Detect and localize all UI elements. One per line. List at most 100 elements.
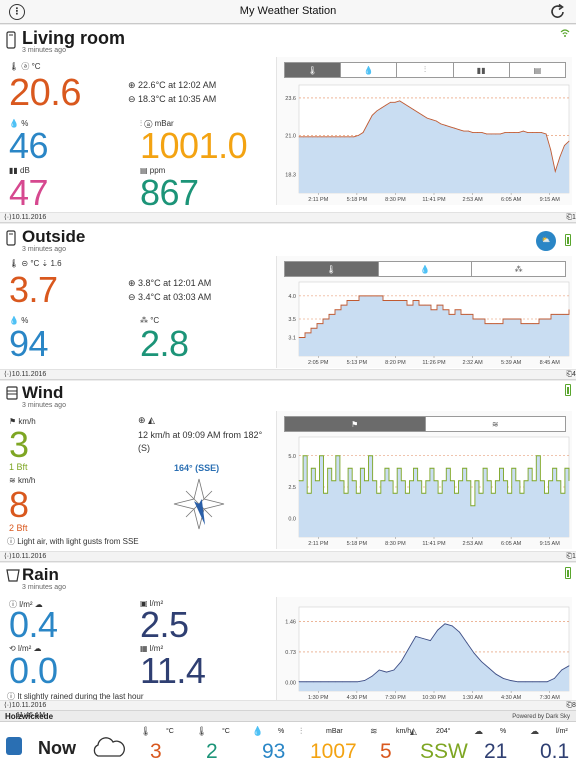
forecast-badge-icon[interactable]: ⛅	[536, 231, 556, 251]
data-point	[532, 681, 533, 683]
y-tick-label: 21.0	[285, 133, 296, 139]
data-point	[527, 467, 529, 469]
x-tick-label: 7:30 PM	[385, 695, 406, 701]
tab-humidity[interactable]: 💧	[379, 262, 473, 276]
x-tick-label: 11:41 PM	[422, 541, 446, 547]
data-point	[326, 136, 327, 138]
data-point	[474, 480, 476, 482]
data-point	[433, 480, 435, 482]
rain-card[interactable]: Rain 3 minutes ago ⓘ l/m² ☁ 0.4 ▣ l/m² 2…	[0, 563, 576, 719]
max-temperature: ⊕ 22.6°C at 12:02 AM	[128, 80, 217, 90]
wind-icon: ≋	[370, 726, 378, 736]
now-item-value: 0.1	[540, 740, 570, 763]
data-point	[362, 132, 364, 133]
data-point	[334, 309, 336, 311]
outside-card[interactable]: Outside 3 minutes ago ⛅ 🌡 ⊝ °C ⇣ 1.6 3.7…	[0, 224, 576, 388]
tab-pressure[interactable]: ⫶	[397, 63, 454, 77]
data-point	[486, 133, 488, 135]
y-tick-label: 1.46	[285, 619, 296, 625]
data-point	[556, 313, 558, 315]
max-gust-icons: ⊕ ◭	[138, 415, 155, 425]
module-title: Living room	[22, 28, 125, 48]
data-point	[442, 309, 444, 311]
data-point	[346, 300, 348, 301]
measurement-timestamp: ⟨·⟩ 10.11.2016 - 11:46 AM	[4, 702, 47, 719]
y-tick-label: 0.73	[285, 650, 296, 656]
data-point	[312, 136, 314, 138]
co2-label: ▤ ppm	[140, 166, 166, 175]
data-point	[561, 669, 563, 671]
data-point	[550, 313, 552, 315]
tab-wind-speed[interactable]: ⚑	[285, 417, 426, 431]
data-point	[425, 480, 427, 482]
data-point	[424, 304, 426, 306]
data-point	[448, 313, 450, 315]
tab-wind-gust[interactable]: ≋	[426, 417, 566, 431]
humidity-label: 💧 %	[9, 316, 29, 325]
data-point	[327, 681, 329, 683]
data-point	[548, 480, 549, 482]
data-point	[499, 467, 500, 469]
gust-beaufort: 2 Bft	[9, 523, 28, 533]
data-point	[358, 295, 360, 297]
living-room-card[interactable]: Living room 3 minutes ago 🌡 ⓐ °C 20.6 ⊕ …	[0, 25, 576, 231]
tab-temperature[interactable]: 🌡	[285, 63, 342, 77]
info-icon: ⓘ	[7, 692, 18, 701]
more-options-icon[interactable]: ⋮	[9, 4, 25, 20]
x-tick-label: 6:05 AM	[501, 541, 522, 547]
y-tick-label: 18.3	[285, 172, 296, 178]
wind-direction: 164° (SSE)	[174, 463, 220, 473]
app-title: My Weather Station	[239, 5, 337, 17]
x-tick-label: 2:53 AM	[462, 541, 483, 547]
data-point	[568, 309, 570, 311]
tab-humidity[interactable]: 💧	[341, 63, 398, 77]
tab-co2[interactable]: ▤	[510, 63, 565, 77]
data-point	[319, 455, 320, 457]
data-point	[394, 300, 396, 301]
data-point	[412, 300, 414, 301]
wind-speed-beaufort: 1 Bft	[9, 462, 28, 472]
series-line	[299, 100, 570, 174]
wind-card[interactable]: Wind 3 minutes ago ⚑ km/h 3 1 Bft ≋ km/h…	[0, 381, 576, 570]
data-point	[527, 132, 529, 133]
last-update: 3 minutes ago	[22, 584, 66, 591]
location-name: Holzwickede	[5, 712, 54, 721]
data-point	[335, 136, 337, 138]
gust-value: 8	[9, 484, 29, 525]
data-point	[481, 661, 482, 662]
series-area	[299, 623, 569, 691]
data-point	[559, 156, 561, 158]
wind-speed-chart: 5.0 2.5 0.0 2:11 PM 5:18 PM 8:30 PM 11:41 PM 2:…	[288, 436, 570, 547]
data-point	[404, 492, 406, 494]
outside-temperature-chart: 4.0 3.5 3.1 2:05 PM 5:13 PM 8:20 PM 11:26 PM 2:…	[288, 281, 570, 366]
data-point	[302, 455, 304, 457]
tab-temperature[interactable]: 🌡	[285, 262, 379, 276]
data-point	[568, 140, 570, 142]
data-point	[437, 629, 439, 631]
powered-by[interactable]: Powered by Dark Sky	[512, 714, 570, 720]
refresh-icon[interactable]	[550, 3, 566, 20]
measurement-timestamp: ⟨·⟩ 10.11.2016 - 11:46 AM	[4, 371, 47, 388]
tab-noise[interactable]: ▮▮	[454, 63, 510, 77]
rain-chart: 1.46 0.73 0.00 1:30 PM 4:30 PM 7:30 PM 10:30 P…	[285, 606, 570, 701]
data-point	[367, 123, 369, 125]
humidity-icon: 💧	[363, 65, 374, 75]
x-tick-label: 5:18 PM	[347, 197, 368, 203]
data-point	[515, 480, 517, 482]
data-point	[477, 132, 478, 133]
data-point	[372, 480, 374, 482]
indoor-module-icon	[6, 31, 16, 49]
co2-icon: ▤	[533, 65, 542, 75]
data-point	[364, 480, 365, 482]
now-item-value: 2	[206, 740, 218, 763]
data-point	[422, 638, 424, 639]
data-point	[339, 136, 341, 138]
data-point	[429, 467, 431, 469]
tab-dewpoint[interactable]: ⁂	[472, 262, 565, 276]
calendar-icon[interactable]	[6, 737, 22, 755]
now-bar[interactable]: Now 🌡 °C 3 🌡 °C 2 💧% 93 ⫶ mBar 1007 ≋ km/h 5 ◭ 204° SSW ☁…	[0, 721, 576, 768]
data-point	[524, 681, 526, 683]
humidity-icon: 💧	[252, 726, 264, 736]
data-point	[522, 130, 524, 132]
data-point	[380, 480, 382, 482]
